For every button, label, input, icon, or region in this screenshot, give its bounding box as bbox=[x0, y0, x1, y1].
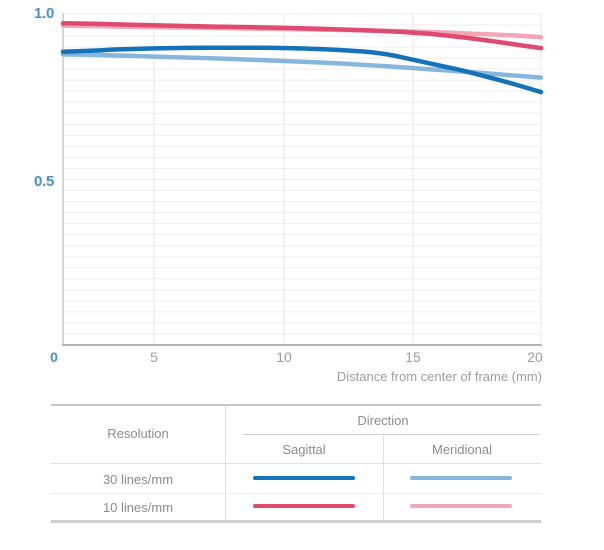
legend-divider-sagittal-meridional bbox=[383, 435, 384, 520]
meridional-header: Meridional bbox=[432, 442, 492, 457]
sagittal-header: Sagittal bbox=[282, 442, 326, 457]
legend-row-separator bbox=[51, 493, 541, 494]
x-tick-label-15: 15 bbox=[405, 349, 421, 365]
swatch-30-sagittal bbox=[253, 476, 355, 480]
legend-bottom-border bbox=[51, 520, 541, 523]
x-tick-label-10: 10 bbox=[276, 349, 292, 365]
y-tick-label-1.0: 1.0 bbox=[34, 5, 54, 22]
x-tick-label-5: 5 bbox=[150, 349, 158, 365]
row-label-10-lines: 10 lines/mm bbox=[102, 500, 174, 515]
legend-top-border bbox=[51, 404, 541, 406]
curve-sagittal_30 bbox=[60, 45, 544, 95]
curve-sagittal_10 bbox=[60, 21, 544, 51]
row-label-30-lines: 30 lines/mm bbox=[102, 472, 174, 487]
swatch-10-sagittal bbox=[253, 504, 355, 508]
mtf-chart-canvas bbox=[60, 13, 544, 346]
legend-table: Resolution Direction Sagittal Meridional… bbox=[51, 404, 541, 523]
x-tick-label-20: 20 bbox=[527, 349, 543, 365]
resolution-header: Resolution bbox=[107, 426, 169, 441]
swatch-30-meridional bbox=[410, 476, 512, 480]
legend-header-separator bbox=[51, 463, 541, 464]
y-tick-label-0.5: 0.5 bbox=[34, 173, 54, 190]
direction-header: Direction bbox=[357, 413, 409, 428]
swatch-10-meridional bbox=[410, 504, 512, 508]
legend-direction-underline bbox=[243, 434, 539, 435]
x-tick-label-0: 0 bbox=[50, 349, 58, 365]
x-axis-title: Distance from center of frame (mm) bbox=[336, 369, 542, 384]
